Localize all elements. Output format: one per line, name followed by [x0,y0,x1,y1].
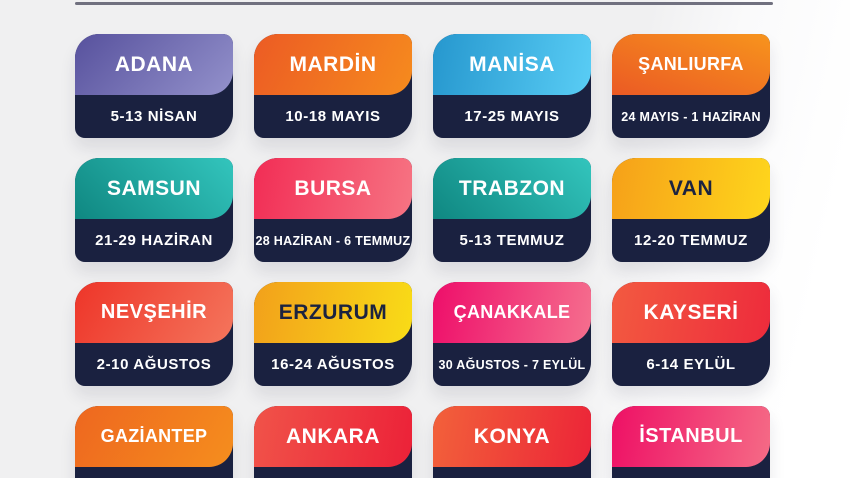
card-footer: 12-20 TEMMUZ [612,219,770,262]
card-footer [612,467,770,478]
card-header: ŞANLIURFA [612,34,770,95]
card-header: SAMSUN [75,158,233,219]
city-card-bursa: BURSA 28 HAZİRAN - 6 TEMMUZ [254,158,412,262]
city-name: ANKARA [286,424,380,448]
city-name: GAZİANTEP [100,426,208,446]
city-card-erzurum: ERZURUM 16-24 AĞUSTOS [254,282,412,386]
card-footer: 21-29 HAZİRAN [75,219,233,262]
city-card-konya: KONYA [433,406,591,478]
city-name: KAYSERİ [643,300,739,324]
city-name: ÇANAKKALE [453,302,571,322]
card-header: GAZİANTEP [75,406,233,467]
city-card-nevsehir: NEVŞEHİR 2-10 AĞUSTOS [75,282,233,386]
card-footer [433,467,591,478]
city-name: MANİSA [469,52,555,76]
city-card-trabzon: TRABZON 5-13 TEMMUZ [433,158,591,262]
city-name: ŞANLIURFA [638,54,744,74]
city-card-canakkale: ÇANAKKALE 30 AĞUSTOS - 7 EYLÜL [433,282,591,386]
card-header: MARDİN [254,34,412,95]
city-name: ADANA [114,52,194,76]
date-range: 10-18 MAYIS [285,108,381,125]
city-name: MARDİN [289,52,377,76]
city-name: NEVŞEHİR [100,301,208,323]
date-range: 17-25 MAYIS [464,108,560,125]
city-name: TRABZON [458,176,566,200]
city-name: İSTANBUL [639,425,743,447]
city-name: BURSA [294,176,372,200]
city-name: ERZURUM [278,300,388,324]
card-header: MANİSA [433,34,591,95]
card-footer [75,467,233,478]
card-footer: 30 AĞUSTOS - 7 EYLÜL [433,343,591,386]
card-header: BURSA [254,158,412,219]
card-header: VAN [612,158,770,219]
card-footer [254,467,412,478]
city-name: VAN [668,176,714,200]
city-name: KONYA [473,424,551,448]
city-card-mardin: MARDİN 10-18 MAYIS [254,34,412,138]
top-divider-rule [75,2,773,5]
date-range: 21-29 HAZİRAN [95,232,213,249]
card-footer: 2-10 AĞUSTOS [75,343,233,386]
city-card-ankara: ANKARA [254,406,412,478]
city-card-gaziantep: GAZİANTEP [75,406,233,478]
date-range: 5-13 TEMMUZ [459,232,565,249]
city-card-adana: ADANA 5-13 NİSAN [75,34,233,138]
city-card-manisa: MANİSA 17-25 MAYIS [433,34,591,138]
card-header: ERZURUM [254,282,412,343]
card-footer: 5-13 NİSAN [75,95,233,138]
date-range: 30 AĞUSTOS - 7 EYLÜL [438,357,586,372]
card-header: KAYSERİ [612,282,770,343]
city-card-sanliurfa: ŞANLIURFA 24 MAYIS - 1 HAZİRAN [612,34,770,138]
card-header: ADANA [75,34,233,95]
card-footer: 5-13 TEMMUZ [433,219,591,262]
date-range: 6-14 EYLÜL [646,356,736,373]
date-range: 16-24 AĞUSTOS [271,356,395,373]
card-footer: 17-25 MAYIS [433,95,591,138]
card-footer: 28 HAZİRAN - 6 TEMMUZ [254,219,412,262]
card-footer: 16-24 AĞUSTOS [254,343,412,386]
city-card-van: VAN 12-20 TEMMUZ [612,158,770,262]
date-range: 28 HAZİRAN - 6 TEMMUZ [255,233,411,248]
city-schedule-grid: ADANA 5-13 NİSAN MARDİN 10-18 MAYIS MANİ… [75,34,772,478]
city-card-istanbul: İSTANBUL [612,406,770,478]
city-card-kayseri: KAYSERİ 6-14 EYLÜL [612,282,770,386]
card-header: KONYA [433,406,591,467]
card-footer: 24 MAYIS - 1 HAZİRAN [612,95,770,138]
date-range: 24 MAYIS - 1 HAZİRAN [621,109,761,124]
date-range: 5-13 NİSAN [110,108,198,125]
city-card-samsun: SAMSUN 21-29 HAZİRAN [75,158,233,262]
card-header: TRABZON [433,158,591,219]
date-range: 12-20 TEMMUZ [634,232,748,249]
card-header: ANKARA [254,406,412,467]
card-header: NEVŞEHİR [75,282,233,343]
card-footer: 10-18 MAYIS [254,95,412,138]
city-name: SAMSUN [106,176,201,200]
date-range: 2-10 AĞUSTOS [96,356,212,373]
card-footer: 6-14 EYLÜL [612,343,770,386]
card-header: ÇANAKKALE [433,282,591,343]
card-header: İSTANBUL [612,406,770,467]
